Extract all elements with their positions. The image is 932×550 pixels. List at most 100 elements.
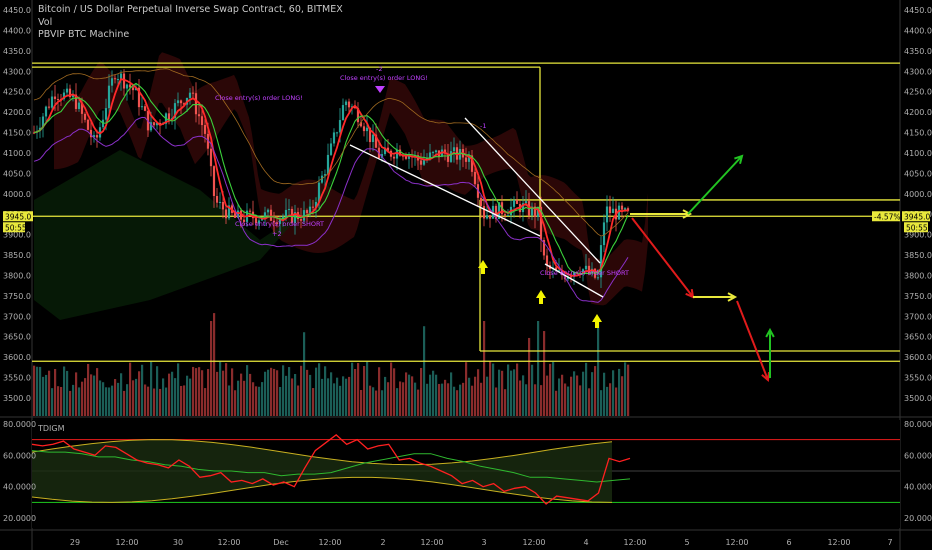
volume-bar	[198, 367, 201, 416]
sell-marker-arrow	[375, 86, 385, 93]
volume-bar	[147, 386, 150, 416]
candle-body	[113, 78, 117, 80]
volume-bar	[102, 382, 105, 416]
candle-body	[293, 212, 297, 223]
volume-bar	[330, 372, 333, 416]
volume-bar	[606, 386, 609, 416]
volume-bar	[456, 390, 459, 416]
candle-body	[89, 129, 93, 138]
chart-title: Bitcoin / US Dollar Perpetual Inverse Sw…	[38, 4, 343, 15]
y-tick-right: 3700.0	[904, 312, 932, 321]
candle-body	[452, 147, 456, 152]
volume-bar	[228, 385, 231, 416]
candle-body	[374, 134, 378, 148]
volume-bar	[420, 367, 423, 416]
volume-bar	[555, 390, 558, 416]
volume-bar	[93, 375, 96, 416]
candle-body	[311, 206, 315, 208]
candle-body	[116, 78, 120, 80]
volume-bar	[432, 370, 435, 416]
candle-body	[329, 143, 333, 155]
candle-body	[506, 215, 510, 217]
volume-bar	[126, 384, 129, 416]
candle-body	[269, 209, 273, 221]
ma-lower	[33, 116, 629, 303]
volume-bar	[516, 363, 519, 416]
volume-bar	[276, 370, 279, 416]
ma-slow	[33, 82, 629, 275]
candle-body	[302, 210, 306, 221]
candle-body	[620, 205, 624, 210]
volume-bar	[534, 384, 537, 416]
volume-bar	[291, 378, 294, 416]
y-tick-right: 4000.0	[904, 190, 932, 199]
y-tick-right: 3650.0	[904, 333, 932, 342]
candle-body	[71, 94, 75, 98]
volume-bar	[480, 382, 483, 416]
candle-body	[581, 269, 585, 274]
volume-bar	[597, 321, 600, 416]
volume-bar	[216, 371, 219, 416]
countdown-tag-right	[904, 222, 928, 233]
candle-body	[572, 272, 576, 277]
volume-bar	[201, 370, 204, 416]
volume-bar	[537, 321, 540, 416]
candle-body	[149, 122, 153, 131]
volume-bar	[441, 383, 444, 416]
candle-body	[197, 114, 201, 117]
volume-bar	[99, 380, 102, 416]
volume-bar	[603, 372, 606, 416]
volume-bar	[192, 366, 195, 416]
tdi-y-tick-right: 60.0000	[904, 451, 932, 460]
tdi-y-tick-right: 20.0000	[904, 514, 932, 523]
signal-annotation: +2	[272, 230, 282, 238]
candle-body	[32, 132, 36, 134]
volume-bar	[558, 378, 561, 416]
tdi-y-tick-right: 80.0000	[904, 420, 932, 429]
volume-bar	[33, 365, 36, 416]
candle-body	[335, 132, 339, 134]
candle-body	[83, 113, 87, 120]
volume-bar	[315, 367, 318, 416]
volume-bar	[66, 370, 69, 416]
candle-body	[611, 208, 615, 214]
y-tick-right: 4300.0	[904, 67, 932, 76]
volume-bar	[132, 380, 135, 416]
candle-body	[47, 106, 51, 108]
candle-body	[239, 210, 243, 220]
volume-bar	[438, 383, 441, 416]
volume-bar	[387, 382, 390, 416]
y-tick-left: 4100.0	[3, 149, 31, 158]
volume-bar	[507, 364, 510, 416]
candle-body	[386, 147, 390, 151]
candle-body	[482, 206, 486, 219]
volume-bar	[453, 386, 456, 416]
volume-bar	[510, 370, 513, 416]
volume-bar	[327, 378, 330, 416]
volume-bar	[567, 386, 570, 416]
volume-bar	[36, 366, 39, 416]
candle-body	[209, 148, 213, 167]
volume-bar	[246, 365, 249, 416]
projection-down-2-head	[761, 371, 770, 382]
candle-body	[299, 219, 303, 221]
volume-bar	[561, 374, 564, 416]
volume-bar	[180, 385, 183, 416]
volume-bar	[351, 362, 354, 416]
volume-label: Vol	[38, 17, 53, 28]
candle-body	[494, 205, 498, 220]
volume-bar	[528, 337, 531, 416]
signal-annotation: Close entry(s) order LONG!	[340, 74, 428, 82]
candle-body	[584, 265, 588, 270]
volume-bar	[573, 371, 576, 416]
volume-bar	[324, 366, 327, 416]
volume-bar	[54, 369, 57, 416]
candle-body	[533, 206, 537, 217]
volume-bar	[618, 368, 621, 416]
candle-body	[383, 147, 387, 155]
candle-body	[95, 135, 99, 138]
volume-bar	[579, 385, 582, 416]
x-tick: 6	[786, 538, 791, 547]
volume-bar	[306, 369, 309, 416]
